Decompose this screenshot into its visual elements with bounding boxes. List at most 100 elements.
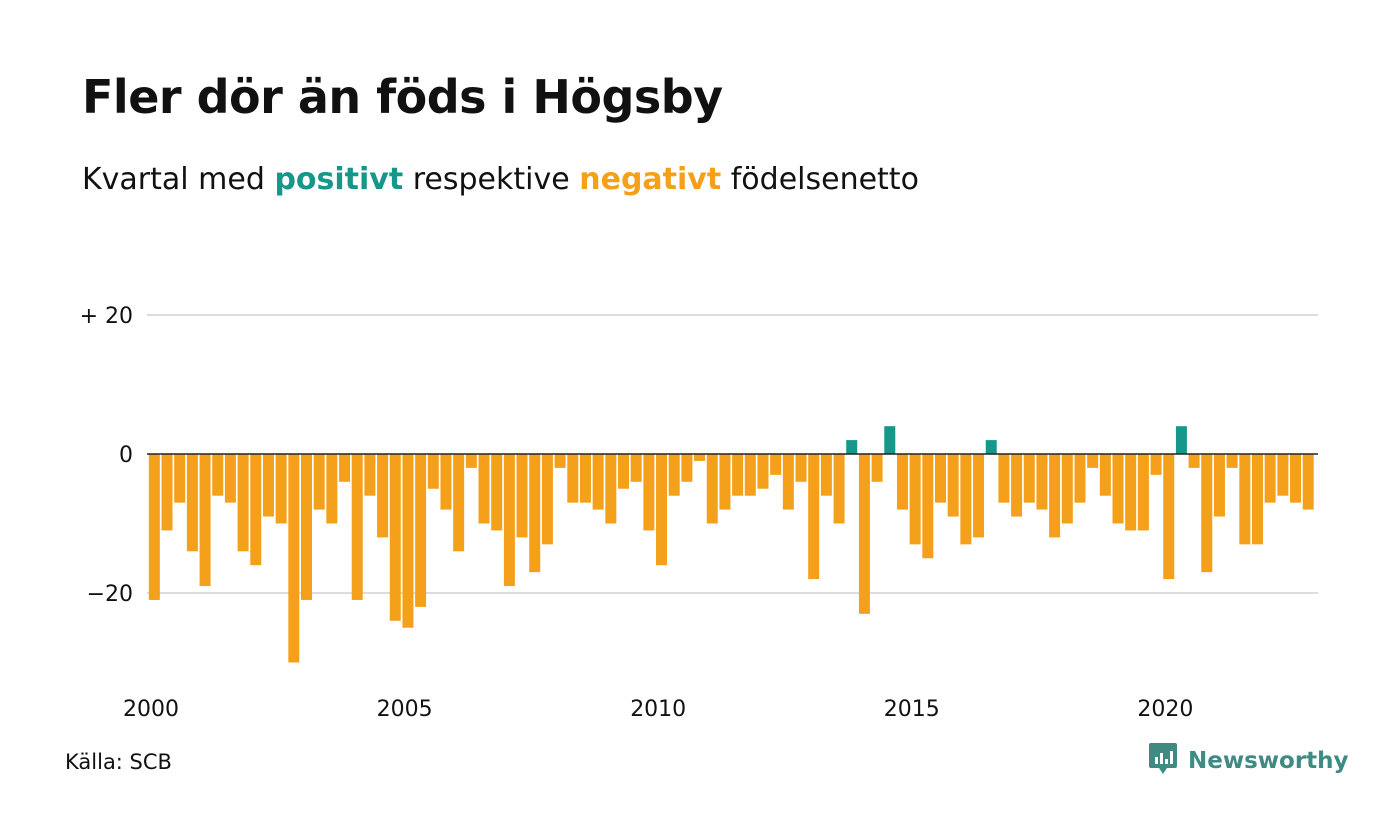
- bar: [605, 454, 617, 524]
- x-tick-label: 2020: [1137, 697, 1193, 722]
- bar: [770, 454, 782, 475]
- bar: [732, 454, 744, 496]
- bar: [1290, 454, 1302, 503]
- bar: [351, 454, 363, 600]
- bar: [808, 454, 820, 580]
- newsworthy-logo-icon: [1148, 742, 1178, 780]
- bar: [516, 454, 528, 538]
- chart-title: Fler dör än föds i Högsby: [82, 70, 723, 124]
- bar: [1226, 454, 1238, 468]
- bar: [1239, 454, 1251, 545]
- bar: [148, 454, 160, 600]
- bar: [1036, 454, 1048, 510]
- bar: [554, 454, 566, 468]
- bar: [985, 440, 997, 454]
- bar: [478, 454, 490, 524]
- bar: [1150, 454, 1162, 475]
- bar: [668, 454, 680, 496]
- bar: [820, 454, 832, 496]
- subtitle-negative-word: negativt: [579, 162, 722, 197]
- brand: Newsworthy: [1148, 742, 1349, 780]
- bar: [1011, 454, 1023, 517]
- bar: [998, 454, 1010, 503]
- bar: [1264, 454, 1276, 503]
- bar: [224, 454, 236, 503]
- bar: [656, 454, 668, 566]
- bar: [681, 454, 693, 482]
- x-tick-label: 2005: [377, 697, 433, 722]
- y-tick-label: 0: [119, 443, 133, 468]
- bar-chart: + 20 0 −20 2000 2005 2010 2015 2020: [80, 304, 1318, 722]
- bar: [275, 454, 287, 524]
- bar: [1137, 454, 1149, 531]
- bar: [884, 426, 896, 454]
- brand-name: Newsworthy: [1188, 748, 1349, 774]
- bar: [579, 454, 591, 503]
- bar: [377, 454, 389, 538]
- bar: [896, 454, 908, 510]
- bar: [1252, 454, 1263, 545]
- bar: [301, 454, 312, 600]
- x-tick-label: 2015: [884, 697, 940, 722]
- bar: [909, 454, 921, 545]
- bar: [1099, 454, 1111, 496]
- subtitle-positive-word: positivt: [274, 162, 404, 197]
- bar: [1125, 454, 1137, 531]
- bar: [871, 454, 883, 482]
- bar: [1302, 454, 1314, 510]
- bar: [503, 454, 515, 587]
- source-note: Källa: SCB: [65, 750, 172, 774]
- bar: [630, 454, 642, 482]
- bar: [541, 454, 553, 545]
- bar: [313, 454, 325, 510]
- bar: [960, 454, 972, 545]
- bar: [833, 454, 845, 524]
- bar: [186, 454, 198, 552]
- bar: [846, 440, 858, 454]
- bar: [161, 454, 173, 531]
- bar: [858, 454, 870, 614]
- bar: [288, 454, 300, 663]
- bar: [262, 454, 274, 517]
- bar: [1175, 426, 1187, 454]
- bar: [1087, 454, 1099, 468]
- bar: [947, 454, 959, 517]
- y-tick-label: −20: [87, 582, 133, 607]
- x-tick-label: 2000: [123, 697, 179, 722]
- bar: [592, 454, 604, 510]
- bar: [237, 454, 249, 552]
- bar: [1112, 454, 1124, 524]
- bar: [389, 454, 401, 621]
- bar: [719, 454, 731, 510]
- bar: [174, 454, 186, 503]
- bar: [1061, 454, 1073, 524]
- bar: [1074, 454, 1086, 503]
- bar: [465, 454, 477, 468]
- bar: [415, 454, 427, 607]
- bar: [212, 454, 224, 496]
- bar: [440, 454, 452, 510]
- bar: [567, 454, 579, 503]
- bar: [744, 454, 756, 496]
- bar: [199, 454, 211, 587]
- bar: [1213, 454, 1225, 517]
- bar: [1049, 454, 1061, 538]
- bar: [491, 454, 503, 531]
- subtitle-suffix: födelsenetto: [730, 162, 919, 197]
- bar: [1188, 454, 1200, 468]
- chart-subtitle: Kvartal med positivt respektive negativt…: [82, 162, 919, 197]
- bar: [529, 454, 541, 573]
- bar: [326, 454, 338, 524]
- bar: [1023, 454, 1035, 503]
- bar: [1163, 454, 1175, 580]
- bar: [453, 454, 465, 552]
- bar: [973, 454, 985, 538]
- bar: [250, 454, 262, 566]
- bar: [922, 454, 934, 559]
- bar: [618, 454, 629, 489]
- bar: [795, 454, 807, 482]
- subtitle-prefix: Kvartal med: [82, 162, 265, 197]
- subtitle-middle: respektive: [412, 162, 570, 197]
- bar: [364, 454, 376, 496]
- bar: [339, 454, 351, 482]
